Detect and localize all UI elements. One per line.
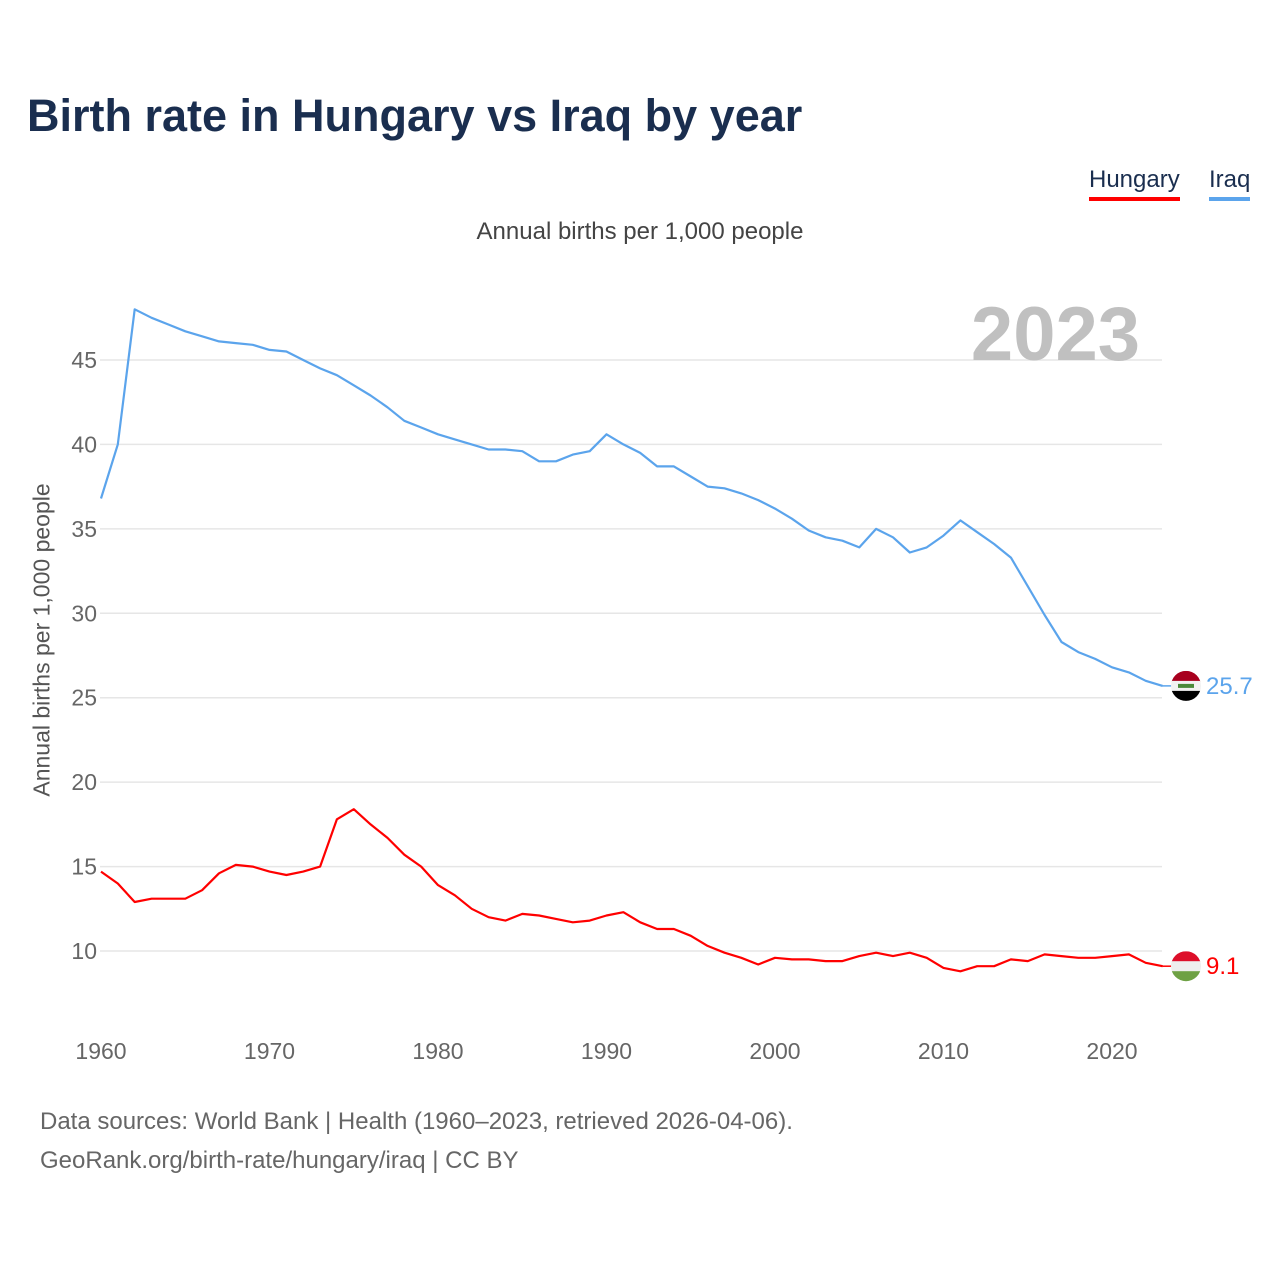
y-tick-label: 35 bbox=[71, 516, 97, 542]
y-tick-label: 15 bbox=[71, 854, 97, 880]
series-line-hungary bbox=[100, 808, 1163, 973]
x-tick-label: 2000 bbox=[749, 1038, 800, 1064]
flag-stripe bbox=[1171, 670, 1201, 682]
y-tick-label: 45 bbox=[71, 347, 97, 373]
y-tick-label: 10 bbox=[71, 938, 97, 964]
source-url: GeoRank.org/birth-rate/hungary/iraq | CC… bbox=[40, 1147, 519, 1174]
x-tick-label: 2010 bbox=[918, 1038, 969, 1064]
x-tick-label: 1970 bbox=[244, 1038, 295, 1064]
x-tick-label: 2020 bbox=[1086, 1038, 1137, 1064]
flag-stripe bbox=[1171, 971, 1201, 982]
source-line: Data sources: World Bank | Health (1960–… bbox=[40, 1108, 793, 1135]
year-label: 2023 bbox=[971, 292, 1140, 377]
flag-emblem bbox=[1178, 683, 1194, 688]
flag-stripe bbox=[1171, 961, 1201, 972]
end-value-label-hungary: 9.1 bbox=[1206, 953, 1239, 980]
flag-stripe bbox=[1171, 690, 1201, 701]
x-tick-label: 1960 bbox=[75, 1038, 126, 1064]
y-tick-label: 40 bbox=[71, 431, 97, 457]
legend-iraq[interactable]: Iraq bbox=[1209, 166, 1251, 201]
chart-title: Birth rate in Hungary vs Iraq by year bbox=[27, 90, 803, 141]
x-tick-label: 1980 bbox=[412, 1038, 463, 1064]
end-value-label-iraq: 25.7 bbox=[1206, 673, 1253, 700]
legend-hungary[interactable]: Hungary bbox=[1089, 166, 1180, 201]
y-tick-label: 20 bbox=[71, 769, 97, 795]
x-tick-label: 1990 bbox=[581, 1038, 632, 1064]
iraq-flag-icon bbox=[1171, 670, 1201, 701]
flag-stripe bbox=[1171, 951, 1201, 962]
y-tick-label: 30 bbox=[71, 600, 97, 626]
chart-subtitle: Annual births per 1,000 people bbox=[476, 218, 804, 245]
y-tick-label: 25 bbox=[71, 685, 97, 711]
hungary-flag-icon bbox=[1171, 951, 1201, 982]
series-line-iraq bbox=[99, 308, 1163, 687]
